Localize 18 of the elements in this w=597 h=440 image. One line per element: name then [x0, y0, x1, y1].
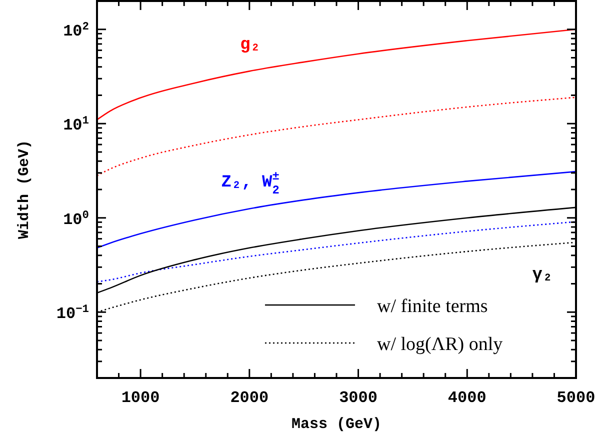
x-tick-label: 3000 [339, 389, 378, 407]
line-series [97, 28, 576, 120]
x-tick-label: 2000 [230, 389, 269, 407]
legend-label: γ₂ [532, 266, 553, 286]
annotation: w/ log(ΛR) only [377, 334, 504, 355]
y-tick-label: 10$^{1}$ [63, 116, 90, 135]
y-tick-label: 10$^{2}$ [63, 21, 90, 40]
y-tick-label: 10$^{0}$ [63, 210, 90, 229]
x-axis-title: Mass (GeV) [291, 416, 382, 433]
line-series [97, 221, 576, 282]
y-tick-label: 10$^{−1}$ [56, 304, 90, 324]
x-tick-label: 4000 [448, 389, 486, 407]
y-axis-title: Width (GeV) [16, 140, 33, 240]
x-tick-label: 1000 [121, 389, 160, 407]
x-tick-label: 5000 [556, 389, 596, 407]
series-label: g₂ [240, 36, 260, 56]
annotation: w/ finite terms [377, 296, 488, 317]
line-series [97, 170, 576, 249]
